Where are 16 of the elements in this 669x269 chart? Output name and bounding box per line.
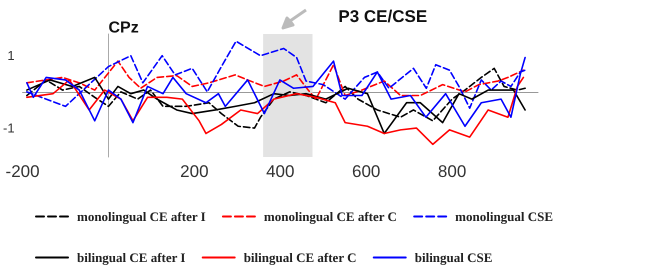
x-tick-label: 200 — [180, 162, 209, 181]
legend-label: monolingual CSE — [455, 209, 554, 224]
y-tick-label: 1 — [7, 48, 15, 64]
legend-label: monolingual CE after C — [264, 209, 397, 224]
legend-label: bilingual CE after C — [244, 250, 357, 265]
legend-label: bilingual CSE — [414, 250, 492, 265]
x-tick-label: 800 — [438, 162, 466, 181]
y-tick-label: -1 — [2, 120, 15, 136]
y-axis-title: CPz — [108, 20, 139, 36]
legend-label: bilingual CE after I — [77, 250, 186, 265]
x-tick-label: -200 — [6, 162, 40, 181]
line-series — [26, 68, 526, 129]
x-tick-label: 600 — [352, 162, 380, 181]
band-label: P3 CE/CSE — [338, 7, 428, 26]
x-tick-label: 400 — [266, 162, 294, 181]
legend-label: monolingual CE after I — [77, 209, 206, 224]
